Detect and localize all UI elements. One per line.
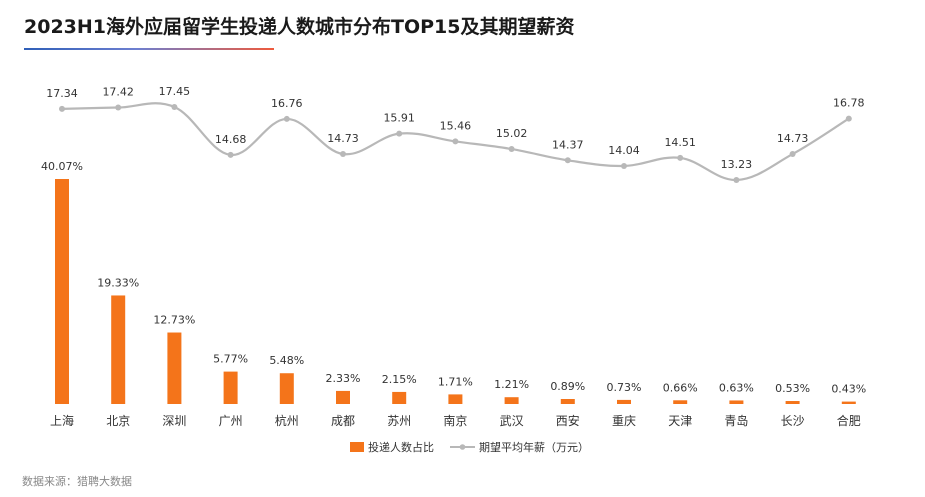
share-bar (223, 371, 238, 404)
salary-label: 14.37 (552, 138, 584, 151)
share-label: 1.71% (438, 375, 473, 388)
category-label: 杭州 (275, 413, 299, 428)
chart-title: 2023H1海外应届留学生投递人数城市分布TOP15及其期望薪资 (24, 16, 575, 38)
category-label: 合肥 (837, 413, 861, 428)
share-bar (841, 401, 856, 404)
salary-label: 14.51 (664, 136, 696, 149)
share-bar (392, 391, 407, 404)
legend-bar-label: 投递人数占比 (368, 440, 434, 454)
share-label: 12.73% (153, 314, 195, 327)
category-label: 上海 (50, 413, 74, 428)
category-label: 青岛 (724, 413, 748, 428)
salary-label: 15.46 (440, 119, 472, 132)
share-label: 0.73% (607, 381, 642, 394)
salary-label: 14.73 (777, 132, 809, 145)
share-label: 0.43% (831, 383, 866, 396)
salary-label: 15.91 (383, 112, 415, 125)
share-label: 40.07% (41, 160, 83, 173)
category-label: 苏州 (387, 414, 411, 428)
share-bar (673, 400, 688, 404)
salary-label: 15.02 (496, 127, 528, 140)
share-label: 0.53% (775, 382, 810, 395)
salary-point (59, 105, 65, 112)
share-bar (111, 295, 126, 404)
share-label: 1.21% (494, 378, 529, 391)
salary-point (677, 154, 684, 161)
share-bar (560, 399, 575, 404)
salary-label: 17.45 (159, 85, 191, 98)
salary-label: 14.04 (608, 144, 640, 157)
legend-line-label: 期望平均年薪（万元） (479, 440, 589, 454)
share-label: 19.33% (97, 276, 139, 289)
category-label: 武汉 (500, 414, 524, 428)
share-label: 0.89% (550, 380, 585, 393)
category-label: 长沙 (781, 414, 805, 428)
share-bar (785, 401, 800, 404)
category-label: 南京 (443, 413, 467, 428)
chart-area: 17.34 17.42 17.45 14.68 16.76 14.73 15.91 15.46… (41, 85, 866, 454)
legend-bar-swatch (350, 442, 364, 452)
category-label: 深圳 (162, 414, 186, 428)
category-label: 西安 (556, 413, 580, 428)
share-label: 2.33% (326, 372, 361, 385)
share-bar (167, 332, 182, 404)
category-label: 成都 (331, 414, 355, 428)
share-bar (729, 400, 744, 404)
salary-label: 14.73 (327, 132, 359, 145)
share-label: 5.77% (213, 353, 248, 366)
share-bar (336, 390, 350, 404)
salary-label: 14.68 (215, 133, 247, 146)
salary-point (396, 130, 403, 137)
salary-point (227, 151, 234, 158)
share-label: 2.15% (382, 373, 417, 386)
salary-point (115, 104, 122, 111)
salary-label: 17.42 (102, 86, 134, 99)
salary-point (508, 146, 515, 153)
share-bar (504, 397, 519, 404)
share-bar (279, 373, 294, 404)
category-label: 北京 (106, 414, 130, 428)
share-label: 5.48% (269, 354, 304, 367)
legend-line-marker (459, 444, 466, 450)
category-label: 天津 (668, 414, 692, 428)
salary-point (452, 138, 459, 145)
category-label: 重庆 (612, 414, 636, 428)
salary-point (283, 115, 290, 122)
salary-label: 16.76 (271, 97, 303, 110)
share-bar (448, 394, 463, 404)
share-label: 0.66% (663, 381, 698, 394)
share-bar (55, 179, 69, 404)
data-source: 数据来源：猎聘大数据 (22, 475, 132, 488)
salary-label: 13.23 (721, 158, 753, 171)
share-bar (617, 399, 631, 404)
share-label: 0.63% (719, 381, 754, 394)
category-label: 广州 (219, 414, 243, 428)
salary-point (789, 151, 796, 158)
salary-line (61, 102, 850, 182)
salary-point (845, 115, 852, 122)
salary-point (171, 104, 178, 110)
salary-label: 16.78 (833, 97, 865, 110)
salary-point (564, 157, 571, 164)
title-underline (24, 48, 274, 50)
salary-label: 17.34 (46, 87, 78, 100)
salary-point (621, 162, 627, 169)
salary-point (733, 177, 740, 183)
salary-point (340, 151, 346, 158)
